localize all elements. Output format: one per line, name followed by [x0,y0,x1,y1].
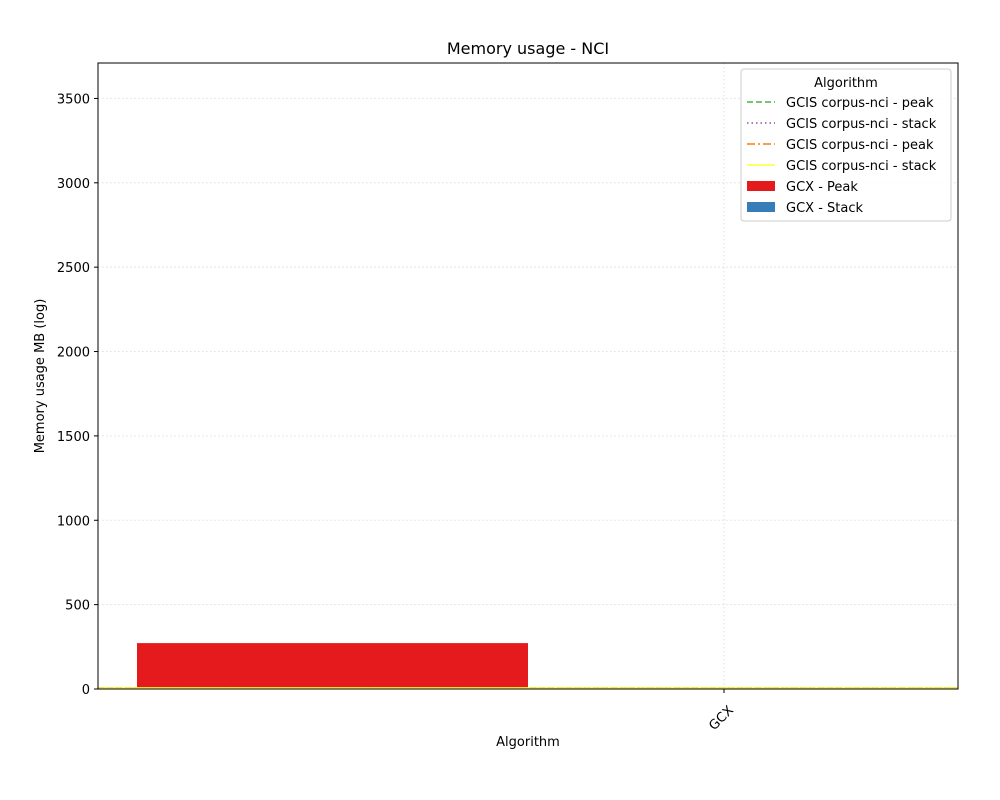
x-axis-label: Algorithm [496,735,560,750]
legend-entry: GCIS corpus-nci - peak [786,138,934,153]
legend-entry: GCIS corpus-nci - peak [786,96,934,111]
y-tick-label: 0 [82,683,90,698]
legend: Algorithm GCIS corpus-nci - peak GCIS cor… [740,68,952,222]
y-tick-label: 2500 [57,261,90,276]
legend-entry: GCX - Stack [786,201,863,216]
legend-title: Algorithm [814,76,878,91]
plot-frame [97,62,959,690]
y-tick-label: 500 [65,599,90,614]
y-tick-label: 2000 [57,346,90,361]
y-axis-label: Memory usage MB (log) [33,299,48,454]
bar-gcx-peak [137,643,528,688]
legend-entry: GCIS corpus-nci - stack [786,117,937,132]
legend-entry: GCIS corpus-nci - stack [786,159,937,174]
x-tick-label: GCX [706,703,737,734]
chart-title: Memory usage - NCI [447,39,609,58]
y-axis: 0 500 1000 1500 2000 2500 3000 3500 [57,92,98,698]
y-tick-label: 3000 [57,177,90,192]
x-axis: GCX [706,689,737,734]
bars [137,643,528,688]
legend-box [740,68,952,222]
legend-swatch-bar [747,202,775,212]
y-tick-label: 3500 [57,92,90,107]
y-tick-label: 1500 [57,430,90,445]
y-tick-label: 1000 [57,514,90,529]
legend-swatch-bar [747,181,775,191]
legend-entry: GCX - Peak [786,180,858,195]
